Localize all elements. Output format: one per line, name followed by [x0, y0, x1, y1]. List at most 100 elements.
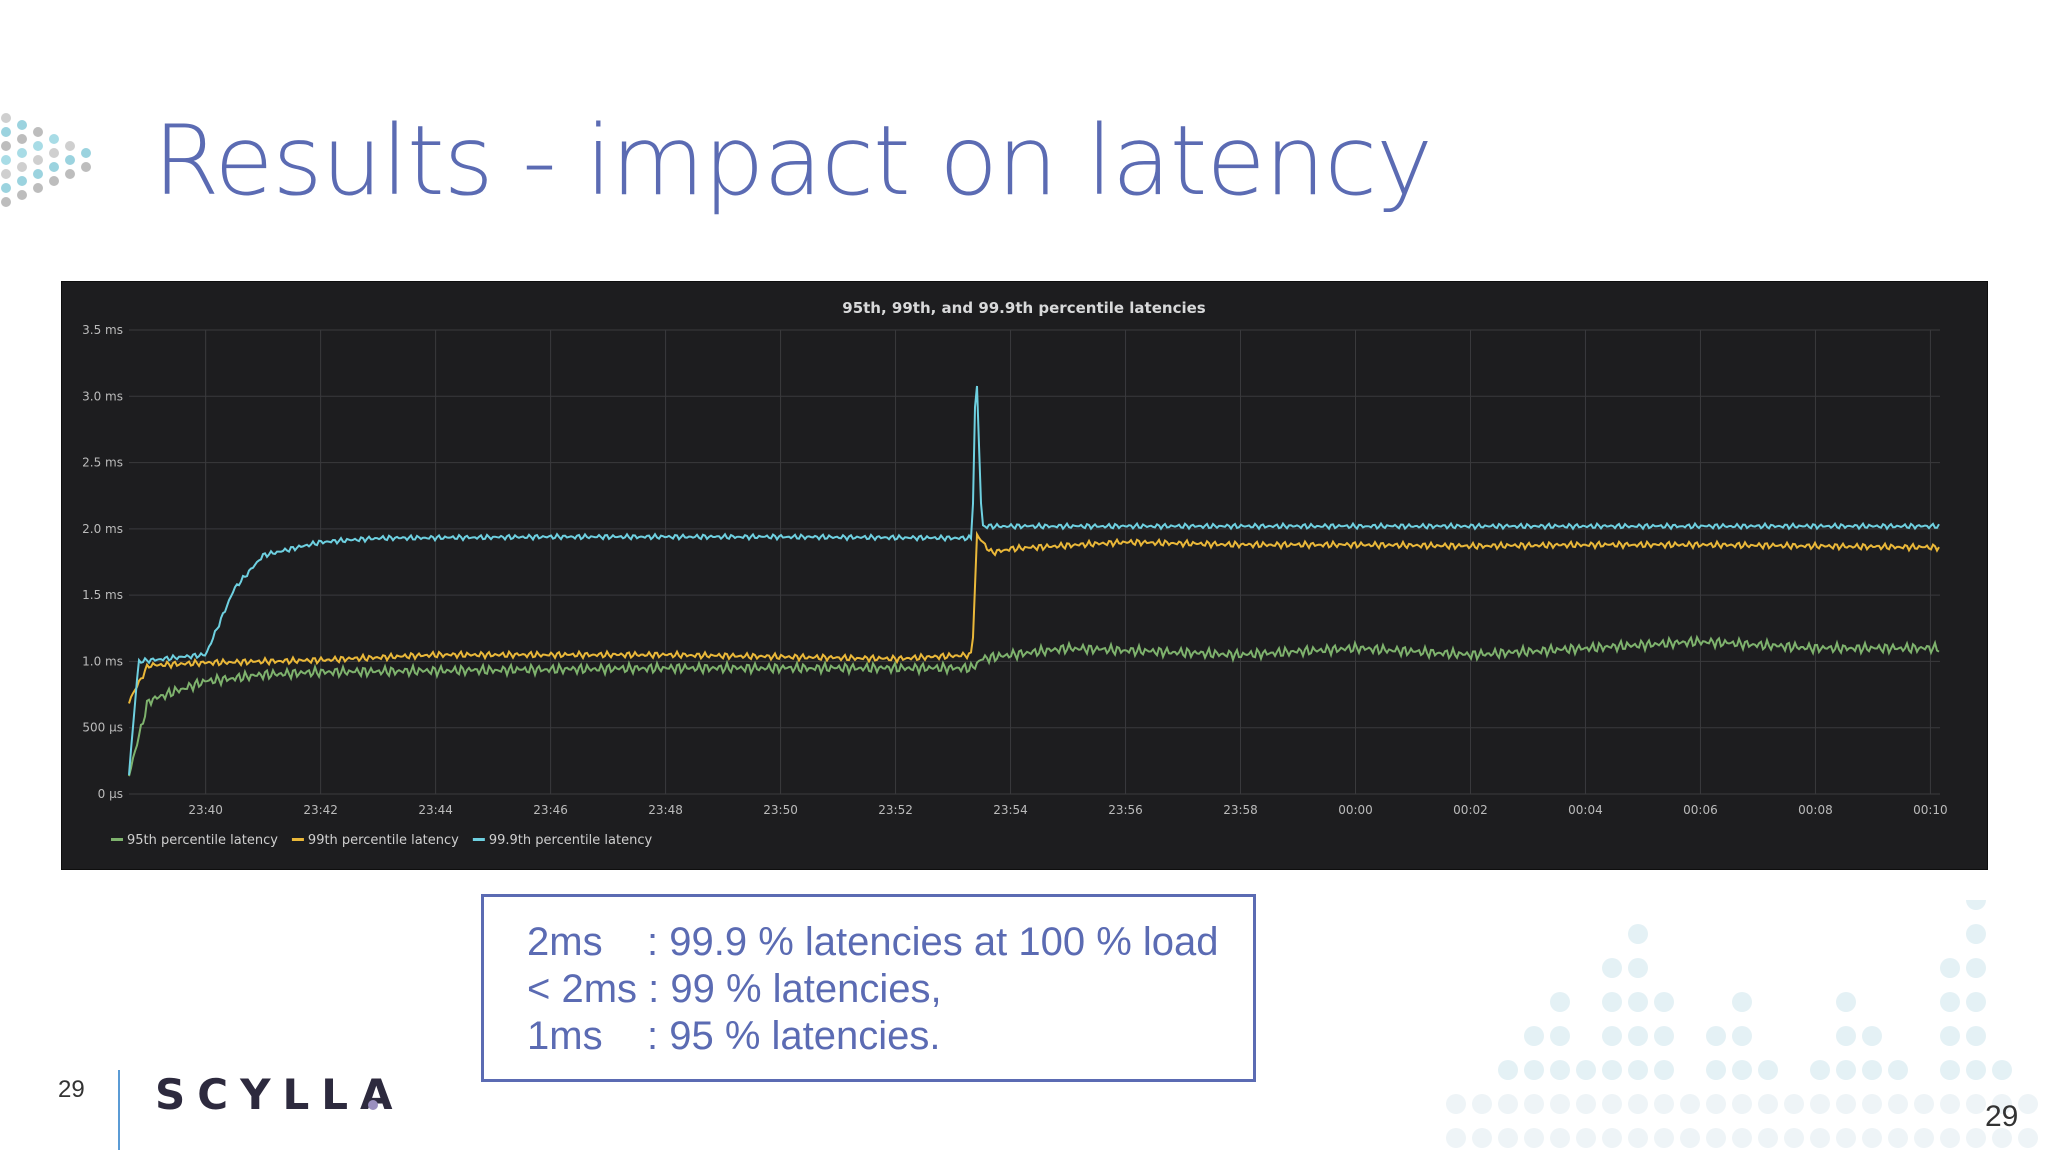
deco-dot — [1524, 1094, 1544, 1114]
y-tick-label: 0 µs — [98, 787, 123, 801]
x-tick-label: 23:46 — [533, 803, 568, 817]
deco-dot — [81, 148, 91, 158]
summary-line-p95: 1ms : 95 % latencies. — [527, 1014, 941, 1058]
deco-dot — [1576, 1128, 1596, 1148]
deco-dot — [1680, 1094, 1700, 1114]
deco-dot — [1628, 1128, 1648, 1148]
y-tick-label: 2.0 ms — [82, 522, 123, 536]
x-tick-label: 00:02 — [1453, 803, 1488, 817]
deco-dot — [1862, 1060, 1882, 1080]
deco-dot — [1654, 1094, 1674, 1114]
deco-dot — [1, 183, 11, 193]
deco-dot — [1888, 1060, 1908, 1080]
x-tick-label: 23:52 — [878, 803, 913, 817]
x-tick-label: 23:58 — [1223, 803, 1258, 817]
deco-dot — [1862, 1094, 1882, 1114]
summary-line-p999: 2ms : 99.9 % latencies at 100 % load — [527, 920, 1219, 964]
deco-dot — [1966, 924, 1986, 944]
deco-dot — [17, 134, 27, 144]
deco-dot — [1, 197, 11, 207]
deco-dot — [1888, 1094, 1908, 1114]
deco-dot — [1628, 924, 1648, 944]
deco-dot — [1940, 1128, 1960, 1148]
deco-dot — [1498, 1128, 1518, 1148]
deco-dot — [33, 155, 43, 165]
deco-dot — [1732, 992, 1752, 1012]
deco-dot — [1602, 1128, 1622, 1148]
series-line-p999 — [128, 385, 1940, 776]
deco-dot — [1550, 1060, 1570, 1080]
x-tick-label: 23:42 — [303, 803, 338, 817]
deco-dot — [1940, 1060, 1960, 1080]
scylla-logo: SCYLLA — [155, 1070, 405, 1119]
deco-dot — [65, 169, 75, 179]
x-tick-label: 23:56 — [1108, 803, 1143, 817]
deco-dot — [1, 127, 11, 137]
series-line-p95 — [128, 634, 1940, 777]
deco-dot — [1784, 1094, 1804, 1114]
deco-dot — [1862, 1128, 1882, 1148]
deco-dot — [1836, 1060, 1856, 1080]
deco-dot — [1914, 1128, 1934, 1148]
y-tick-label: 1.0 ms — [82, 654, 123, 668]
deco-dot — [17, 120, 27, 130]
deco-dot — [1680, 1128, 1700, 1148]
deco-dot — [1940, 1026, 1960, 1046]
legend-swatch — [111, 838, 123, 841]
deco-dot — [1758, 1128, 1778, 1148]
deco-dot — [1, 155, 11, 165]
footer-divider — [118, 1070, 120, 1150]
deco-dot — [1784, 1128, 1804, 1148]
summary-line-p99: < 2ms : 99 % latencies, — [527, 967, 942, 1011]
chart-series — [128, 385, 1940, 777]
deco-dot — [1446, 1094, 1466, 1114]
deco-dot — [2018, 1094, 2038, 1114]
legend-label: 95th percentile latency — [127, 833, 278, 848]
deco-dot — [1602, 1026, 1622, 1046]
deco-dot — [1810, 1128, 1830, 1148]
deco-dot — [1966, 958, 1986, 978]
deco-dot — [1524, 1060, 1544, 1080]
deco-dot — [1602, 992, 1622, 1012]
legend-swatch — [472, 838, 485, 841]
deco-dot — [1836, 1094, 1856, 1114]
deco-dot — [33, 127, 43, 137]
deco-dot — [1888, 1128, 1908, 1148]
deco-dot — [1732, 1060, 1752, 1080]
deco-dot — [1940, 992, 1960, 1012]
deco-dot — [1992, 1094, 2012, 1114]
deco-dot — [1498, 1060, 1518, 1080]
deco-dot — [49, 176, 59, 186]
deco-dot — [1654, 1128, 1674, 1148]
x-tick-label: 23:50 — [763, 803, 798, 817]
deco-dot — [1628, 958, 1648, 978]
x-tick-label: 00:00 — [1338, 803, 1373, 817]
deco-dot — [1836, 1128, 1856, 1148]
deco-dot — [1940, 958, 1960, 978]
deco-dot — [49, 162, 59, 172]
deco-dot — [1966, 900, 1986, 910]
deco-dot — [1706, 1026, 1726, 1046]
deco-dot — [1524, 1128, 1544, 1148]
chart-title: 95th, 99th, and 99.9th percentile latenc… — [842, 299, 1206, 317]
deco-dot — [1966, 1094, 1986, 1114]
deco-dot — [1966, 992, 1986, 1012]
deco-dot — [1602, 958, 1622, 978]
deco-dot — [1446, 1128, 1466, 1148]
x-tick-label: 00:08 — [1798, 803, 1833, 817]
logo-dot — [368, 1100, 378, 1110]
deco-dot — [1, 113, 11, 123]
deco-dot — [1966, 1128, 1986, 1148]
deco-dot — [1472, 1094, 1492, 1114]
deco-dot — [1992, 1060, 2012, 1080]
x-tick-label: 00:06 — [1683, 803, 1718, 817]
deco-dot — [1498, 1094, 1518, 1114]
deco-dot — [81, 162, 91, 172]
latency-chart-panel: 95th, 99th, and 99.9th percentile latenc… — [61, 281, 1988, 870]
deco-dot — [1732, 1026, 1752, 1046]
latency-summary-box: 2ms : 99.9 % latencies at 100 % load < 2… — [481, 894, 1256, 1082]
deco-dot — [1550, 1026, 1570, 1046]
deco-dot — [33, 141, 43, 151]
deco-dot — [1732, 1128, 1752, 1148]
y-tick-label: 1.5 ms — [82, 588, 123, 602]
